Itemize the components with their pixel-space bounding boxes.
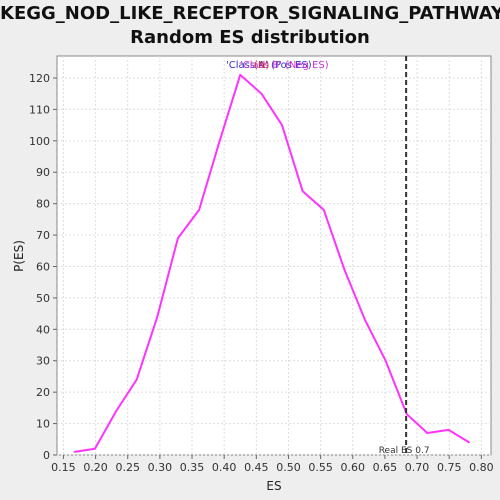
x-tick-label-12: 0.75 bbox=[437, 461, 462, 474]
y-tick-label-0: 0 bbox=[43, 449, 50, 462]
data-point-5 bbox=[177, 237, 179, 240]
x-tick-label-13: 0.80 bbox=[469, 461, 494, 474]
y-tick-label-2: 20 bbox=[36, 386, 50, 399]
y-axis-title: P(ES) bbox=[12, 240, 26, 272]
y-tick-label-9: 90 bbox=[36, 166, 50, 179]
legend-item-2: (N) bbox=[254, 60, 269, 71]
x-tick-label-8: 0.55 bbox=[308, 461, 333, 474]
x-tick-label-1: 0.20 bbox=[83, 461, 108, 474]
real-es-label: Real ES 0.7 bbox=[379, 446, 430, 456]
x-tick-label-10: 0.65 bbox=[373, 461, 398, 474]
data-point-18 bbox=[447, 429, 450, 431]
x-tick-label-2: 0.25 bbox=[115, 461, 140, 474]
grid-layer bbox=[57, 56, 491, 456]
x-tick-label-11: 0.70 bbox=[405, 461, 430, 474]
y-tick-label-11: 110 bbox=[29, 103, 50, 116]
legend-item-1: 'Class B' (Neg ES) bbox=[240, 60, 329, 71]
data-point-8 bbox=[239, 74, 242, 76]
series-line-0 bbox=[74, 73, 470, 453]
data-point-19 bbox=[468, 441, 470, 444]
data-point-17 bbox=[426, 432, 429, 434]
series-layer bbox=[73, 73, 470, 453]
plot-area bbox=[56, 55, 492, 456]
data-point-14 bbox=[364, 319, 366, 321]
data-point-3 bbox=[135, 378, 138, 381]
y-tick-label-8: 80 bbox=[36, 198, 50, 211]
data-point-16 bbox=[405, 413, 408, 415]
x-tick-label-3: 0.30 bbox=[148, 461, 173, 474]
data-point-1 bbox=[94, 447, 96, 450]
data-point-13 bbox=[343, 268, 346, 271]
y-tick-label-5: 50 bbox=[36, 292, 50, 305]
x-tick-label-0: 0.15 bbox=[51, 461, 76, 474]
y-tick-label-12: 120 bbox=[29, 72, 50, 85]
data-point-6 bbox=[198, 209, 200, 211]
chart-title-line-2: Random ES distribution bbox=[130, 27, 370, 48]
x-axis: 0.15 0.20 0.25 0.30 0.35 0.40 0.45 0.50 0.55 0.60… bbox=[51, 455, 494, 474]
y-tick-label-3: 30 bbox=[36, 355, 50, 368]
chart-title-line-1: KEGG_NOD_LIKE_RECEPTOR_SIGNALING_PATHWAY… bbox=[0, 3, 500, 24]
data-point-0 bbox=[73, 451, 76, 453]
x-axis-title: ES bbox=[266, 479, 281, 493]
legend-item-0: 'Class A' (Pos ES) bbox=[226, 60, 312, 71]
y-tick-label-6: 60 bbox=[36, 260, 50, 273]
legend: 'Class A' (Pos ES)'Class B' (Neg ES)(N) bbox=[226, 60, 329, 71]
data-point-9 bbox=[260, 92, 263, 95]
data-point-12 bbox=[323, 209, 325, 211]
real-es-marker: Real ES 0.7 bbox=[379, 56, 430, 456]
y-tick-label-10: 100 bbox=[29, 135, 50, 148]
x-tick-label-7: 0.50 bbox=[276, 461, 301, 474]
data-point-10 bbox=[281, 124, 283, 126]
y-tick-label-1: 10 bbox=[36, 418, 50, 431]
x-tick-label-5: 0.40 bbox=[212, 461, 237, 474]
data-point-11 bbox=[301, 190, 304, 192]
y-tick-label-7: 70 bbox=[36, 229, 50, 242]
y-tick-label-4: 40 bbox=[36, 323, 50, 336]
data-point-4 bbox=[156, 315, 159, 318]
y-axis: 0 10 20 30 40 50 60 70 80 90 100 110 120 bbox=[29, 72, 57, 462]
x-tick-label-6: 0.45 bbox=[244, 461, 269, 474]
x-tick-label-9: 0.60 bbox=[341, 461, 366, 474]
x-tick-label-4: 0.35 bbox=[180, 461, 205, 474]
data-point-2 bbox=[115, 410, 117, 412]
data-point-7 bbox=[218, 140, 221, 142]
data-point-15 bbox=[384, 359, 387, 362]
